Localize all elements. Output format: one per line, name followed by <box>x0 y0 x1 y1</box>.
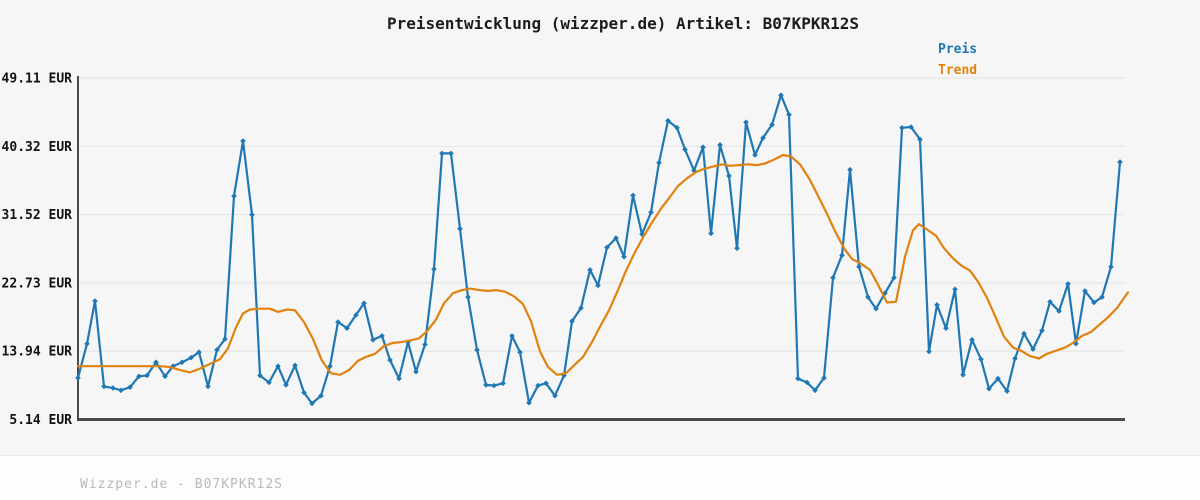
y-axis-tick-label: 5.14 EUR <box>9 413 72 428</box>
y-axis-tick-label: 13.94 EUR <box>2 345 73 360</box>
footer-region <box>0 456 1200 500</box>
y-axis-tick-label: 49.11 EUR <box>2 72 73 87</box>
y-axis-tick-label: 31.52 EUR <box>2 208 73 223</box>
legend-item-trend: Trend <box>938 63 978 78</box>
legend-item-preis: Preis <box>938 42 978 57</box>
chart-title: Preisentwicklung (wizzper.de) Artikel: B… <box>386 14 859 33</box>
y-axis-tick-label: 40.32 EUR <box>2 140 73 155</box>
chart-legend: Preis Trend <box>938 39 1138 81</box>
price-history-chart: 49.11 EUR 40.32 EUR 31.52 EUR 22.73 EUR 13.9… <box>2 72 1130 428</box>
chart-region: Preisentwicklung (wizzper.de) Artikel: B… <box>1 14 1138 428</box>
trend-line <box>76 153 1130 376</box>
price-point-markers <box>75 92 1123 407</box>
watermark-text: Wizzper.de - B07KPKR12S <box>80 477 284 492</box>
y-axis-tick-label: 22.73 EUR <box>2 276 73 291</box>
price-line <box>76 94 1122 405</box>
